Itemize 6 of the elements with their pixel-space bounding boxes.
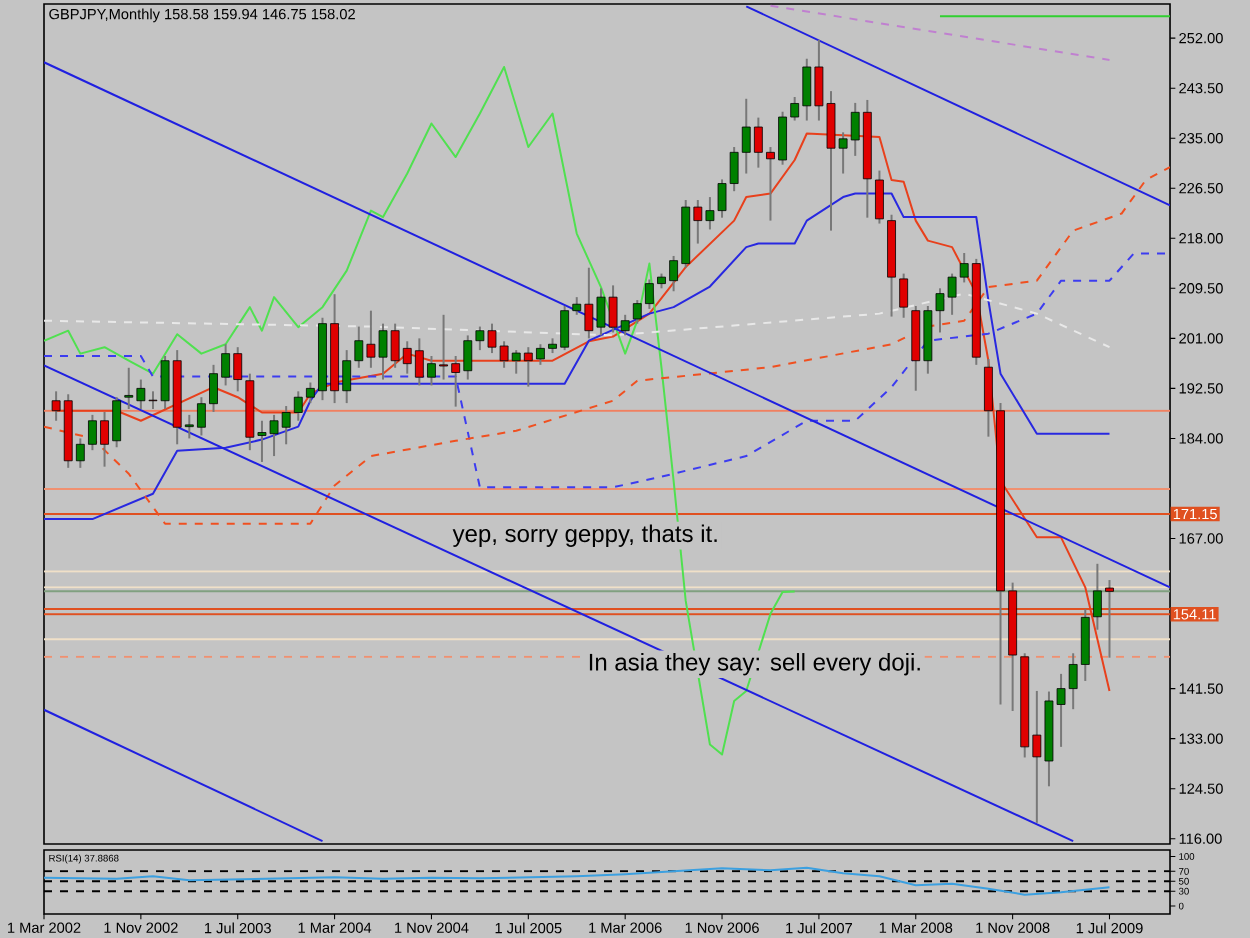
annotation: yep, sorry geppy, thats it. [452, 524, 717, 547]
candlestick [875, 169, 884, 225]
line-series [44, 252, 1171, 489]
candlestick [899, 272, 909, 319]
annotation: In asia they say: sell every doji. [589, 653, 920, 676]
line-series [44, 292, 1111, 349]
